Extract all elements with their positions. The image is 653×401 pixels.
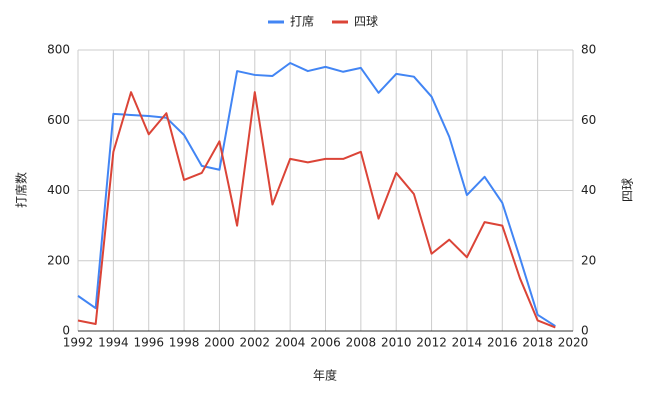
x-tick-label: 1994 [98,336,129,350]
y-tick-label: 0 [62,324,70,338]
y-tick-label: 200 [47,253,70,267]
x-tick-label: 2014 [452,336,483,350]
x-tick-label: 1996 [133,336,164,350]
legend-label: 四球 [354,15,378,29]
x-tick-label: 1998 [169,336,200,350]
y2-tick-label: 0 [581,324,589,338]
y-axis-label: 打席数 [14,172,29,208]
x-tick-label: 2020 [558,336,589,350]
x-tick-label: 2002 [240,336,271,350]
x-tick-label: 2016 [487,336,518,350]
y-tick-label: 800 [47,43,70,57]
y2-tick-label: 20 [581,253,596,267]
legend-label: 打席 [290,14,314,29]
x-axis-label: 年度 [313,368,337,383]
y-tick-label: 400 [47,183,70,197]
y-tick-label: 600 [47,113,70,127]
series-line [77,61,556,327]
y2-tick-label: 80 [581,43,596,57]
y2-tick-label: 40 [581,183,596,197]
y2-tick-label: 60 [581,113,596,127]
x-tick-label: 1992 [63,336,94,350]
x-tick-label: 2008 [346,336,377,350]
y2-axis-label: 四球 [621,178,635,202]
series-line [77,91,556,329]
x-tick-label: 2000 [204,336,235,350]
x-tick-label: 2010 [381,336,412,350]
x-tick-label: 2018 [522,336,553,350]
x-tick-label: 2006 [310,336,341,350]
x-tick-label: 2004 [275,336,306,350]
x-tick-label: 2012 [416,336,447,350]
